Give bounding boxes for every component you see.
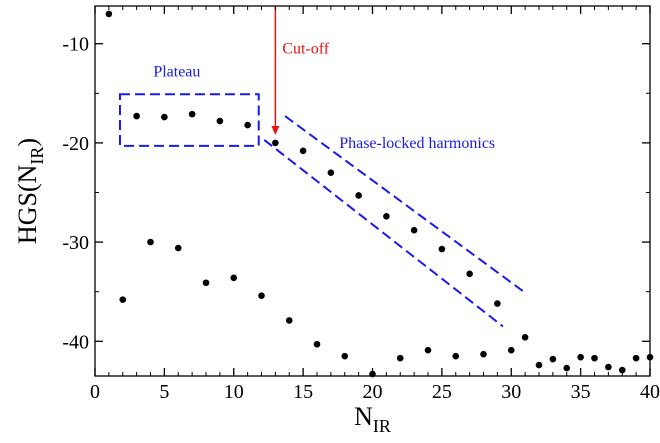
x-tick-label: 25 xyxy=(432,381,452,403)
x-axis-title: NIR xyxy=(354,402,391,436)
y-tick-label: -30 xyxy=(62,232,89,254)
x-tick-label: 35 xyxy=(571,381,591,403)
x-tick-label: 5 xyxy=(159,381,169,403)
x-tick-label: 0 xyxy=(90,381,100,403)
plateau-label: Plateau xyxy=(153,63,200,80)
x-tick-label: 40 xyxy=(640,381,660,403)
data-point xyxy=(563,364,571,372)
data-point xyxy=(452,352,460,360)
data-point xyxy=(313,340,321,348)
data-point xyxy=(507,346,515,354)
data-point xyxy=(480,350,487,358)
labels: Plateau Phase-locked harmonics Cut-off N… xyxy=(13,41,495,436)
y-tick-label: -20 xyxy=(62,133,89,155)
data-point xyxy=(466,270,473,278)
phase-locked-label: Phase-locked harmonics xyxy=(339,135,495,152)
data-point xyxy=(341,352,349,360)
data-point xyxy=(424,346,432,354)
cutoff-arrow-head xyxy=(271,125,280,135)
x-tick-label: 15 xyxy=(293,381,313,403)
data-point xyxy=(258,292,265,299)
data-point xyxy=(327,169,335,176)
y-axis-title-main: HGS(N xyxy=(13,164,42,244)
cutoff-label: Cut-off xyxy=(282,41,329,58)
data-point xyxy=(105,10,113,18)
data-point xyxy=(410,226,418,234)
data-point xyxy=(147,238,154,246)
data-point xyxy=(535,361,543,369)
data-point xyxy=(161,113,168,121)
data-point xyxy=(605,363,612,371)
y-tick-label: -10 xyxy=(62,34,89,56)
data-point xyxy=(618,366,626,374)
data-point xyxy=(591,354,598,362)
x-tick-label: 10 xyxy=(224,381,244,403)
plateau-box xyxy=(118,93,260,147)
data-point xyxy=(438,245,446,253)
data-point xyxy=(521,334,529,341)
data-point xyxy=(272,139,279,147)
data-point xyxy=(285,317,293,324)
axes: 0 5 10 15 20 25 30 35 40 -10 -20 -30 -40 xyxy=(62,5,660,403)
data-point xyxy=(383,212,390,220)
data-point xyxy=(133,112,140,120)
data-point xyxy=(174,244,182,252)
x-tick-label: 20 xyxy=(363,381,383,403)
data-point xyxy=(119,296,127,303)
data-point xyxy=(632,354,640,362)
data-points xyxy=(105,10,654,378)
data-point xyxy=(396,354,404,362)
annotation-layer xyxy=(118,7,525,328)
y-axis-title-close: ) xyxy=(13,138,42,147)
data-point xyxy=(299,147,307,155)
data-point xyxy=(577,353,584,361)
data-point xyxy=(230,274,238,282)
phase-locked-lower-line xyxy=(263,139,504,328)
data-point xyxy=(549,355,557,363)
data-point xyxy=(188,110,196,118)
data-point xyxy=(355,192,362,199)
x-axis-title-main: N xyxy=(354,402,373,431)
data-point xyxy=(216,117,224,125)
data-point xyxy=(494,300,501,307)
x-axis-title-sub: IR xyxy=(373,416,391,436)
y-axis-title: HGS(NIR) xyxy=(13,138,47,244)
phase-locked-upper-line xyxy=(284,115,525,293)
y-tick-label: -40 xyxy=(62,331,89,353)
x-tick-label: 30 xyxy=(501,381,521,403)
y-axis-title-sub: IR xyxy=(27,147,47,165)
data-point xyxy=(202,279,210,287)
data-point xyxy=(244,121,251,129)
